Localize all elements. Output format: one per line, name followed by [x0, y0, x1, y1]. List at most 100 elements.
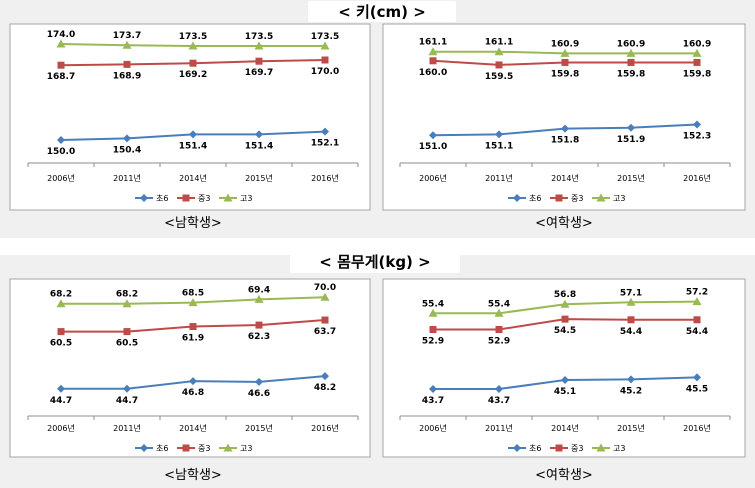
data-label: 46.6: [248, 389, 270, 399]
data-point: [428, 47, 438, 56]
data-point: [189, 130, 197, 139]
caption-height-female: <여학생>: [535, 216, 593, 231]
data-point: [561, 58, 569, 66]
data-point: [123, 328, 131, 336]
data-point: [122, 299, 132, 308]
x-tick-label: 2016년: [311, 423, 339, 433]
data-point: [255, 377, 263, 386]
data-point: [693, 58, 701, 66]
data-point: [627, 123, 635, 132]
data-point: [57, 136, 65, 144]
data-label: 150.0: [47, 147, 75, 157]
x-tick-label: 2011년: [485, 423, 513, 433]
data-label: 60.5: [116, 339, 138, 349]
legend-marker: [555, 444, 563, 452]
data-point: [428, 308, 438, 317]
data-label: 160.9: [551, 39, 579, 49]
data-label: 161.1: [419, 38, 447, 48]
data-label: 151.4: [179, 141, 207, 151]
data-point: [494, 308, 504, 317]
data-point: [626, 297, 636, 306]
x-tick-label: 2016년: [683, 423, 711, 433]
data-label: 151.1: [485, 141, 513, 151]
data-label: 55.4: [488, 299, 510, 309]
legend-marker: [182, 444, 190, 452]
data-point: [429, 57, 437, 65]
x-tick-label: 2006년: [47, 173, 75, 183]
data-label: 52.9: [488, 336, 510, 346]
legend-marker: [513, 194, 521, 202]
legend-marker: [223, 443, 233, 452]
legend-label: 중3: [571, 444, 583, 453]
x-tick-label: 2016년: [311, 173, 339, 183]
data-label: 173.7: [113, 31, 141, 41]
data-label: 44.7: [50, 396, 72, 406]
x-tick-label: 2015년: [245, 173, 273, 183]
data-point: [560, 299, 570, 308]
legend-label: 중3: [198, 444, 210, 453]
data-point: [123, 384, 131, 393]
x-tick-label: 2006년: [47, 423, 75, 433]
data-label: 45.1: [554, 387, 576, 397]
caption-height-male: <남학생>: [164, 216, 222, 231]
legend-label: 초6: [529, 194, 541, 203]
height-section-title: < 키(cm) >: [308, 1, 456, 22]
data-point: [495, 325, 503, 333]
data-label: 173.5: [311, 32, 339, 42]
data-point: [321, 372, 329, 381]
data-label: 160.0: [419, 68, 447, 78]
data-label: 168.7: [47, 72, 75, 82]
data-label: 46.8: [182, 388, 204, 398]
legend-label: 고3: [240, 194, 252, 203]
data-point: [189, 59, 197, 67]
data-label: 152.1: [311, 139, 339, 149]
x-tick-label: 2006년: [419, 173, 447, 183]
legend-marker: [140, 444, 148, 452]
data-label: 61.9: [182, 334, 204, 344]
x-tick-label: 2014년: [179, 423, 207, 433]
data-label: 173.5: [179, 32, 207, 42]
x-tick-label: 2015년: [617, 423, 645, 433]
data-point: [693, 120, 701, 129]
data-point: [321, 56, 329, 64]
data-label: 43.7: [488, 396, 510, 406]
x-tick-label: 2014년: [179, 173, 207, 183]
data-label: 174.0: [47, 30, 75, 40]
weight-section-title: < 몸무게(kg) >: [290, 249, 460, 273]
data-label: 159.5: [485, 72, 513, 82]
caption-weight-male: <남학생>: [164, 468, 222, 483]
data-point: [627, 316, 635, 324]
data-label: 152.3: [683, 131, 711, 141]
x-tick-label: 2011년: [485, 173, 513, 183]
data-point: [320, 292, 330, 301]
data-point: [254, 294, 264, 303]
data-point: [255, 321, 263, 329]
data-point: [693, 373, 701, 382]
x-tick-label: 2016년: [683, 173, 711, 183]
data-label: 168.9: [113, 71, 141, 81]
data-point: [320, 41, 330, 50]
data-label: 56.8: [554, 290, 576, 300]
data-label: 151.8: [551, 136, 579, 146]
data-label: 52.9: [422, 336, 444, 346]
data-point: [429, 131, 437, 140]
data-label: 55.4: [422, 299, 444, 309]
data-point: [627, 58, 635, 66]
data-point: [321, 316, 329, 324]
data-label: 161.1: [485, 38, 513, 48]
data-point: [188, 298, 198, 307]
x-tick-label: 2015년: [245, 423, 273, 433]
data-point: [495, 385, 503, 394]
data-label: 63.7: [314, 327, 336, 337]
data-label: 60.5: [50, 339, 72, 349]
data-label: 57.2: [686, 288, 708, 298]
data-point: [692, 48, 702, 57]
legend-marker: [555, 194, 563, 202]
data-label: 54.4: [620, 327, 642, 337]
legend-label: 중3: [198, 194, 210, 203]
data-point: [57, 61, 65, 69]
data-point: [254, 41, 264, 50]
